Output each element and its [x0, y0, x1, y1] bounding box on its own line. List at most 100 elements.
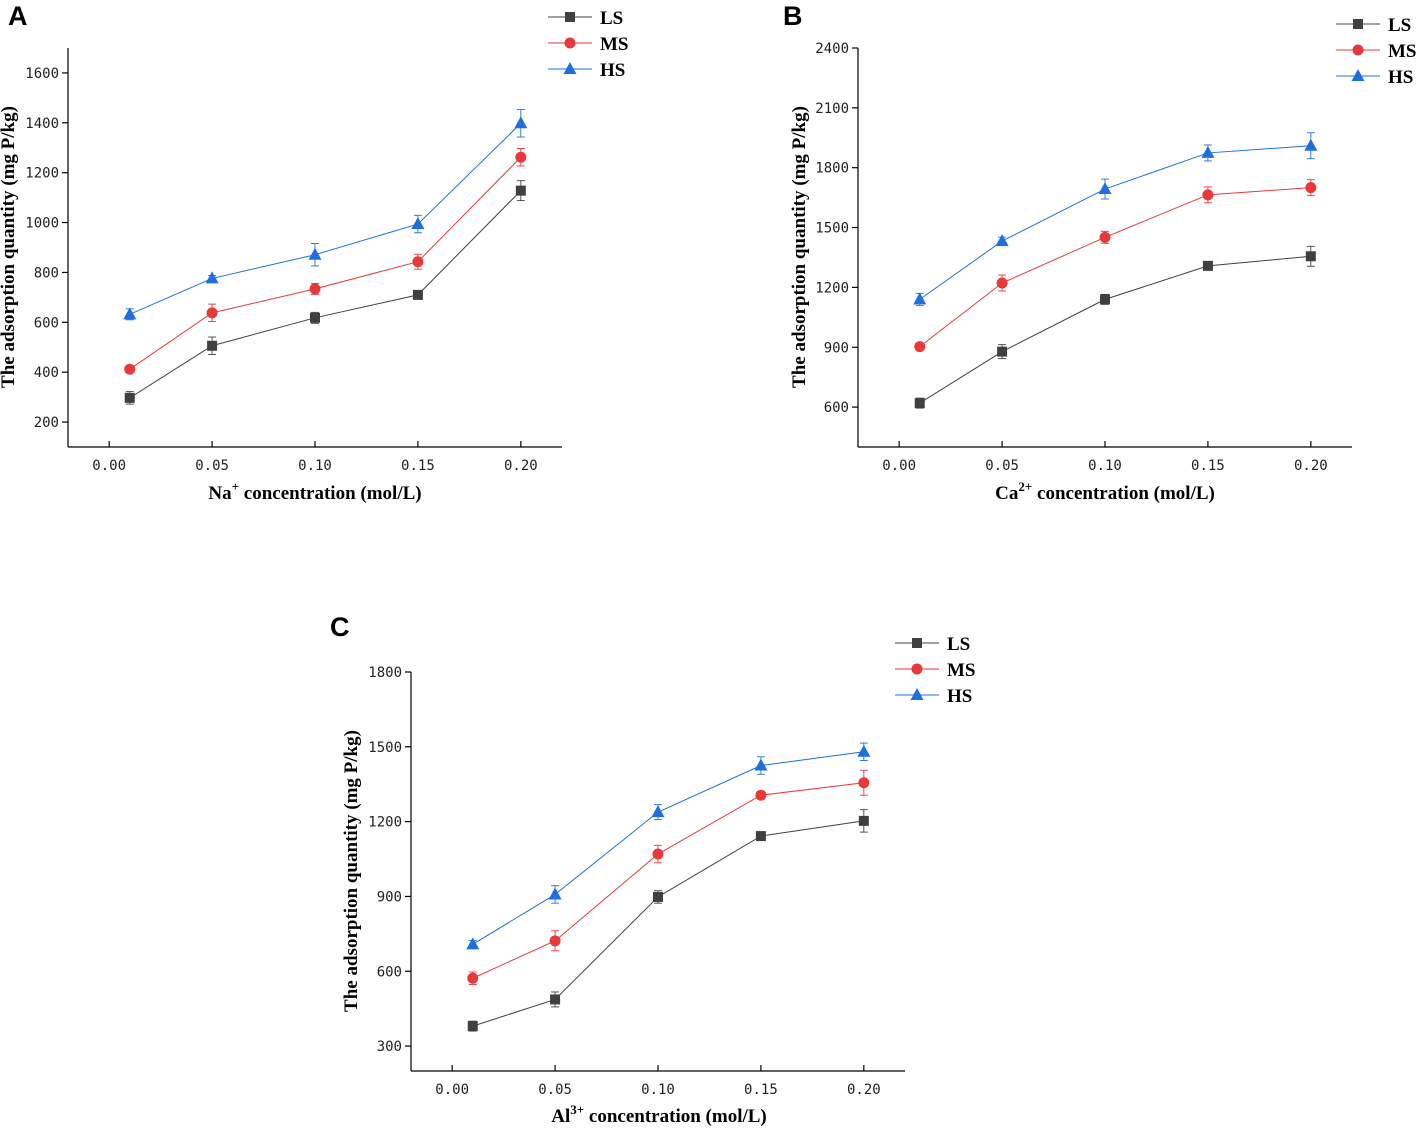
panel-b: B 0.00 0.05 0.10 0.15 0.20 600 900 1200 1500 1800… [783, 1, 1417, 504]
x-tick-label: 0.20 [504, 458, 538, 474]
legend: LS MS HS [548, 8, 629, 81]
data-point-hs [754, 758, 768, 771]
x-tick-label: 0.20 [1294, 458, 1328, 474]
legend: LS MS HS [895, 634, 976, 707]
data-marks [123, 109, 528, 405]
x-axis-title-ion: Na [208, 483, 232, 504]
data-point-ls [1202, 260, 1213, 271]
x-axis-title-charge: 2+ [1018, 479, 1032, 494]
legend-marker-hs [1351, 69, 1365, 81]
x-axis-title-rest: concentration (mol/L) [239, 483, 422, 504]
y-tick-label: 1500 [368, 740, 402, 756]
panel-label: B [783, 1, 803, 31]
data-point-hs [651, 805, 665, 818]
data-point-hs [1201, 145, 1215, 158]
x-tick-label: 0.15 [1191, 458, 1225, 474]
panel-a: A 0.00 0.05 0.10 0.15 0.20 200 400 600 800 1000 12… [0, 1, 629, 504]
y-tick-label: 600 [377, 964, 402, 980]
data-point-hs [411, 217, 425, 230]
series-line-ls [919, 255, 1311, 404]
data-point-hs [1098, 182, 1112, 195]
panel-label: C [330, 612, 350, 642]
x-tick-label: 0.00 [92, 458, 126, 474]
data-point-ls [412, 289, 423, 300]
data-point-hs [857, 744, 871, 757]
data-point-ls [858, 815, 869, 826]
data-point-hs [1304, 138, 1318, 151]
legend-label-ms: MS [947, 660, 976, 681]
data-point-ls [997, 346, 1008, 357]
y-tick-label: 1600 [25, 66, 59, 82]
data-point-ms [858, 777, 870, 789]
x-tick-label: 0.05 [538, 1082, 572, 1098]
data-point-ls [467, 1021, 478, 1032]
y-tick-label: 800 [34, 265, 59, 281]
data-marks [466, 742, 871, 1032]
x-tick-label: 0.10 [298, 458, 332, 474]
data-point-hs [466, 937, 480, 950]
data-point-ms [467, 972, 479, 984]
y-axis-title: The adsorption quantity (mg P/kg) [789, 106, 810, 388]
x-tick-label: 0.10 [641, 1082, 675, 1098]
data-point-ms [412, 256, 424, 268]
legend-marker-hs [910, 688, 924, 700]
x-tick-label: 0.05 [195, 458, 229, 474]
legend-marker-ls [1353, 19, 1363, 29]
data-point-ms [1202, 189, 1214, 201]
series-line-hs [919, 145, 1311, 300]
legend-marker-ms [564, 37, 576, 49]
data-point-ls [124, 392, 135, 403]
data-point-hs [548, 887, 562, 900]
x-axis-title: Ca2+ concentration (mol/L) [995, 479, 1215, 504]
data-point-ms [309, 283, 321, 295]
y-tick-label: 400 [34, 365, 59, 381]
x-tick-label: 0.00 [882, 458, 916, 474]
x-axis-title-rest: concentration (mol/L) [1032, 483, 1215, 504]
legend-marker-ls [565, 12, 575, 22]
y-tick-label: 900 [377, 889, 402, 905]
data-marks [913, 132, 1318, 409]
legend-label-hs: HS [1388, 67, 1413, 88]
y-tick-label: 200 [34, 415, 59, 431]
data-point-hs [123, 307, 137, 320]
y-tick-label: 1800 [368, 665, 402, 681]
series-line-ls [472, 820, 864, 1027]
panel-c: C 0.00 0.05 0.10 0.15 0.20 300 600 900 1200 1500 1… [330, 612, 976, 1127]
x-axis-title-charge: + [232, 479, 239, 494]
series-line-ms [129, 156, 522, 370]
ticks: 0.00 0.05 0.10 0.15 0.20 600 900 1200 1500 1800 21… [815, 41, 1327, 474]
legend-label-ms: MS [1388, 41, 1417, 62]
data-point-ms [652, 848, 664, 860]
data-point-hs [205, 271, 219, 284]
legend-label-hs: HS [947, 686, 972, 707]
data-point-ls [755, 831, 766, 842]
legend-item-ls: LS [548, 8, 623, 29]
data-point-ms [755, 789, 767, 801]
data-point-ms [124, 363, 136, 375]
y-tick-label: 900 [824, 340, 849, 356]
legend-item-hs: HS [548, 60, 625, 81]
y-tick-label: 1800 [815, 161, 849, 177]
legend-label-ls: LS [600, 8, 623, 29]
data-point-ls [653, 891, 663, 902]
legend-marker-ms [1352, 44, 1364, 56]
x-axis-title-rest: concentration (mol/L) [584, 1106, 767, 1127]
legend-label-ls: LS [1388, 15, 1411, 36]
y-tick-label: 1400 [25, 116, 59, 132]
data-point-ls [1305, 251, 1316, 262]
legend-item-ls: LS [895, 634, 970, 655]
data-point-hs [308, 247, 322, 260]
x-tick-label: 0.15 [744, 1082, 778, 1098]
data-point-ms [1099, 231, 1111, 243]
y-tick-label: 1200 [368, 815, 402, 831]
data-point-ms [515, 151, 527, 163]
x-axis-title-ion: Ca [995, 483, 1019, 504]
legend-label-hs: HS [600, 60, 625, 81]
x-axis-title: Na+ concentration (mol/L) [208, 479, 421, 504]
series-line-ms [472, 782, 864, 979]
legend-label-ls: LS [947, 634, 970, 655]
x-axis-title-charge: 3+ [570, 1102, 584, 1117]
legend-item-hs: HS [1336, 67, 1413, 88]
y-axis-title: The adsorption quantity (mg P/kg) [0, 106, 19, 388]
